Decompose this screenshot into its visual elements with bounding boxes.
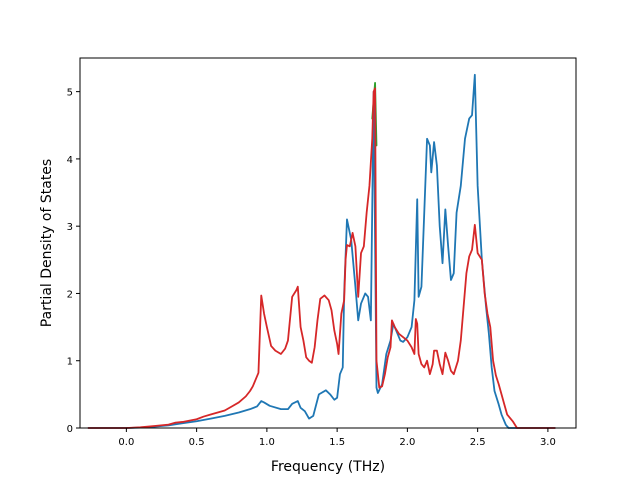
- x-tick-label: 2.5: [470, 437, 486, 448]
- series-line-1: [87, 73, 556, 429]
- y-tick-label: 2: [67, 289, 73, 300]
- x-tick-label: 2.0: [399, 437, 415, 448]
- x-tick-label: 1.0: [259, 437, 275, 448]
- y-tick-label: 5: [67, 88, 73, 99]
- x-tick-label: 3.0: [540, 437, 556, 448]
- y-tick-label: 4: [67, 155, 73, 166]
- x-tick-label: 0.5: [189, 437, 205, 448]
- series-line-3: [87, 87, 556, 429]
- y-axis-label: Partial Density of States: [39, 159, 55, 327]
- series-layer: [87, 73, 556, 429]
- x-tick-label: 0.0: [118, 437, 134, 448]
- y-tick-label: 0: [67, 424, 73, 435]
- x-tick-label: 1.5: [329, 437, 345, 448]
- y-tick-label: 1: [67, 357, 73, 368]
- x-axis-label: Frequency (THz): [271, 459, 385, 475]
- plot-frame: [79, 57, 577, 429]
- y-axis-ticks: 0 1 2 3 4 5: [67, 88, 80, 435]
- y-tick-label: 3: [67, 222, 73, 233]
- x-axis-ticks: 0.0 0.5 1.0 1.5 2.0 2.5 3.0: [118, 428, 556, 448]
